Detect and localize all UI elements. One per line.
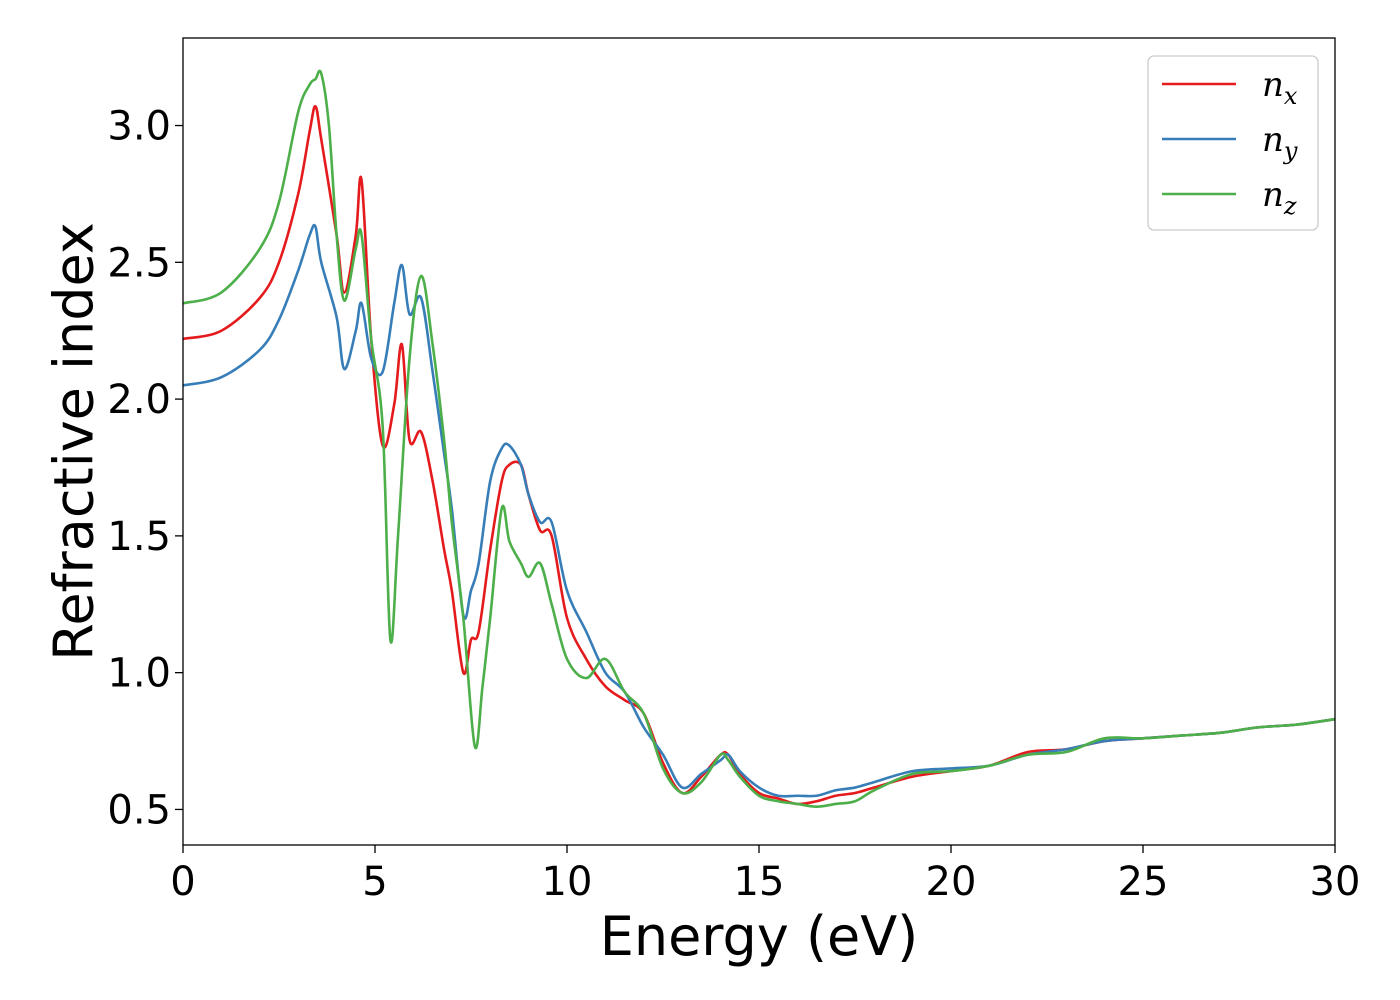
x-axis-label: Energy (eV) — [600, 905, 919, 968]
legend-label-y: ny — [1262, 120, 1298, 165]
x-tick-label: 25 — [1118, 859, 1169, 905]
y-tick-label: 2.5 — [107, 240, 171, 286]
legend: nx ny nz — [1147, 55, 1319, 231]
y-axis-ticks: 0.5 1.0 1.5 2.0 2.5 3.0 — [107, 104, 183, 833]
x-tick-label: 15 — [734, 859, 785, 905]
x-tick-label: 30 — [1310, 859, 1361, 905]
legend-label-x: nx — [1262, 65, 1298, 110]
series-line-ny — [183, 223, 1335, 798]
y-tick-label: 2.0 — [107, 377, 171, 423]
x-tick-label: 5 — [362, 859, 387, 905]
x-tick-label: 20 — [926, 859, 977, 905]
legend-label-z: nz — [1262, 175, 1297, 220]
series-layer — [183, 69, 1335, 808]
x-axis-ticks: 0 5 10 15 20 25 30 — [170, 845, 1360, 905]
x-tick-label: 10 — [542, 859, 593, 905]
y-tick-label: 3.0 — [107, 104, 171, 150]
y-tick-label: 1.0 — [107, 651, 171, 697]
y-tick-label: 1.5 — [107, 514, 171, 560]
series-line-nx — [183, 105, 1335, 806]
x-tick-label: 0 — [170, 859, 195, 905]
y-tick-label: 0.5 — [107, 787, 171, 833]
legend-box — [1147, 55, 1319, 231]
series-line-nz — [183, 69, 1335, 808]
y-axis-label: Refractive index — [43, 222, 106, 661]
